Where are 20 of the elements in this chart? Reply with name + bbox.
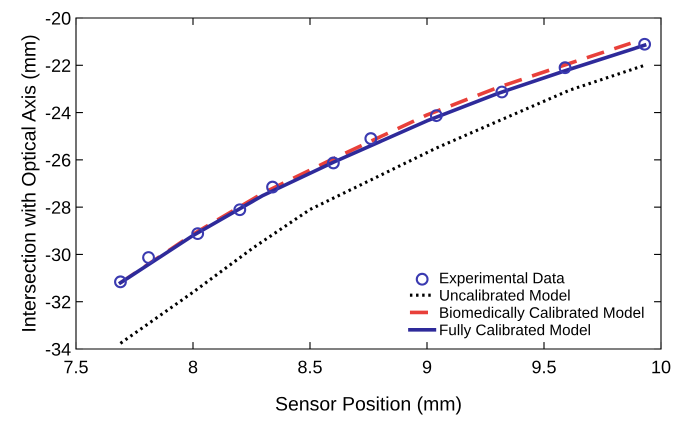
y-tick-label: -20 [46, 12, 70, 25]
legend-label: Biomedically Calibrated Model [440, 306, 644, 322]
y-axis-title: Intersection with Optical Axis (mm) [21, 36, 40, 331]
legend-label: Fully Calibrated Model [440, 324, 590, 338]
y-tick-label: -26 [46, 154, 70, 167]
legend-label: Experimental Data [440, 272, 565, 286]
legend-label: Uncalibrated Model [440, 289, 570, 301]
x-tick-label: 7.5 [64, 360, 88, 374]
y-tick-label: -32 [46, 296, 70, 308]
x-axis-title: Sensor Position (mm) [276, 396, 461, 415]
y-tick-label: -24 [46, 106, 71, 120]
x-tick-label: 9.5 [532, 360, 556, 374]
x-tick-label: 8.5 [298, 360, 322, 374]
y-tick-label: -22 [46, 59, 70, 72]
x-tick-label: 10 [652, 360, 670, 374]
y-tick-label: -34 [46, 342, 71, 356]
x-tick-label: 8 [188, 360, 198, 374]
y-tick-label: -28 [46, 201, 70, 214]
y-tick-label: -30 [46, 248, 70, 262]
x-tick-label: 9 [422, 360, 432, 374]
